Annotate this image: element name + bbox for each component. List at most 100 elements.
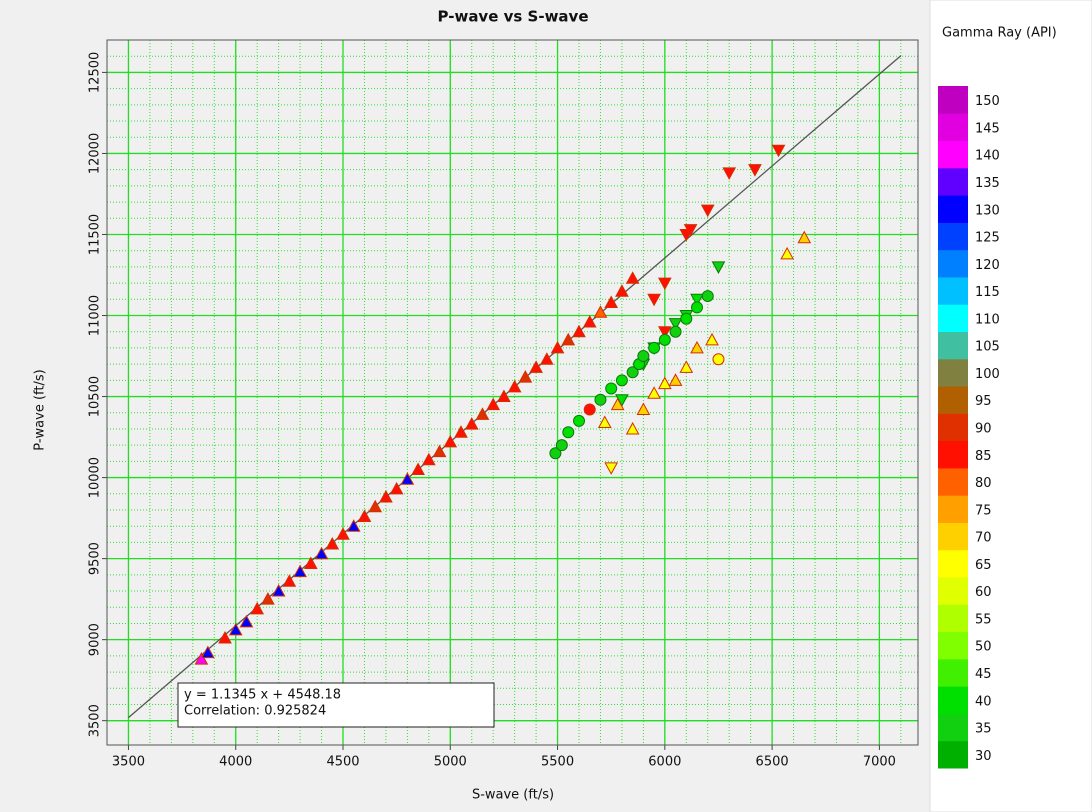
point <box>368 499 383 513</box>
plot-frame <box>106 39 919 746</box>
point <box>657 376 672 390</box>
point <box>690 340 704 354</box>
x-tick-label: 5500 <box>541 755 574 770</box>
colorbar-tick-label: 125 <box>975 231 1000 246</box>
colorbar-tick-label: 55 <box>975 612 992 627</box>
point <box>626 366 639 379</box>
colorbar-swatch <box>938 686 968 714</box>
point <box>594 393 607 406</box>
colorbar-swatch <box>938 440 968 469</box>
point <box>680 312 693 325</box>
colorbar-tick-label: 135 <box>975 176 1000 191</box>
point <box>711 261 726 274</box>
colorbar-swatch <box>938 740 968 769</box>
point <box>658 333 671 346</box>
point <box>261 592 275 605</box>
point <box>400 472 415 485</box>
colorbar-tick-label: 90 <box>975 422 992 437</box>
point <box>705 332 719 346</box>
colorbar-swatch <box>938 658 968 687</box>
y-tick-label: 9500 <box>88 542 103 575</box>
point <box>657 277 672 291</box>
point <box>325 536 340 550</box>
point <box>712 353 725 366</box>
point <box>218 630 232 644</box>
colorbar-swatch <box>938 276 968 305</box>
point <box>647 293 661 307</box>
point <box>583 403 596 416</box>
colorbar-swatch <box>938 86 968 114</box>
point <box>668 318 683 331</box>
point <box>357 509 372 522</box>
point <box>549 447 562 460</box>
point <box>239 614 254 628</box>
point <box>615 284 629 297</box>
point <box>648 341 661 354</box>
point <box>636 402 651 416</box>
y-tick-label: 12000 <box>88 133 103 174</box>
point <box>604 295 619 309</box>
colorbar-swatch <box>938 522 968 551</box>
point <box>597 415 612 428</box>
colorbar-swatch <box>938 358 968 387</box>
x-tick-label: 4000 <box>219 755 252 770</box>
point <box>615 374 628 387</box>
point <box>336 527 350 540</box>
point <box>346 519 361 532</box>
y-tick-label: 12500 <box>88 52 103 93</box>
colorbar-tick-label: 60 <box>975 585 992 600</box>
colorbar-swatch <box>938 631 968 660</box>
colorbar-label: Gamma Ray (API) <box>942 26 1057 41</box>
colorbar-tick-label: 30 <box>975 749 992 764</box>
point <box>605 382 618 395</box>
x-tick-label: 5000 <box>434 755 467 770</box>
colorbar-tick-label: 145 <box>975 121 1000 136</box>
chart-title: P-wave vs S-wave <box>438 8 589 26</box>
point <box>701 290 714 303</box>
x-axis-label: S-wave (ft/s) <box>472 788 554 803</box>
point <box>389 481 404 495</box>
colorbar-swatch <box>938 222 968 251</box>
colorbar-swatch <box>938 467 968 496</box>
colorbar-tick-label: 80 <box>975 476 992 491</box>
colorbar-swatch <box>938 249 968 278</box>
point <box>610 397 625 411</box>
colorbar-tick-label: 140 <box>975 149 1000 164</box>
colorbar-tick-label: 120 <box>975 258 1000 273</box>
point <box>637 350 650 363</box>
point <box>200 645 215 659</box>
point <box>604 462 619 475</box>
y-tick-label: 11000 <box>88 295 103 336</box>
x-tick-label: 6000 <box>648 755 681 770</box>
colorbar-tick-label: 45 <box>975 667 992 682</box>
point <box>507 379 522 393</box>
point <box>282 574 297 587</box>
point <box>539 352 554 365</box>
point <box>561 332 576 346</box>
y-tick-label: 9000 <box>88 623 103 656</box>
colorbar-tick-label: 115 <box>975 285 1000 300</box>
colorbar-swatch <box>938 113 968 142</box>
point <box>421 452 436 466</box>
point <box>562 426 575 439</box>
colorbar-tick-label: 105 <box>975 340 1000 355</box>
point <box>669 325 682 338</box>
x-tick-label: 6500 <box>756 755 789 770</box>
colorbar-tick-label: 110 <box>975 312 1000 327</box>
point <box>679 360 694 373</box>
y-tick-label: 10000 <box>88 457 103 498</box>
annotation: y = 1.1345 x + 4548.18 <box>184 688 341 703</box>
point <box>464 417 479 430</box>
point <box>432 444 447 458</box>
point <box>690 293 704 307</box>
point <box>780 246 794 260</box>
point <box>748 164 762 177</box>
colorbar-swatch <box>938 167 968 196</box>
point <box>700 204 715 218</box>
colorbar-tick-label: 40 <box>975 694 992 709</box>
point <box>379 489 393 503</box>
colorbar-swatch <box>938 195 968 223</box>
point <box>293 564 307 578</box>
point <box>625 271 640 284</box>
point <box>573 414 586 427</box>
